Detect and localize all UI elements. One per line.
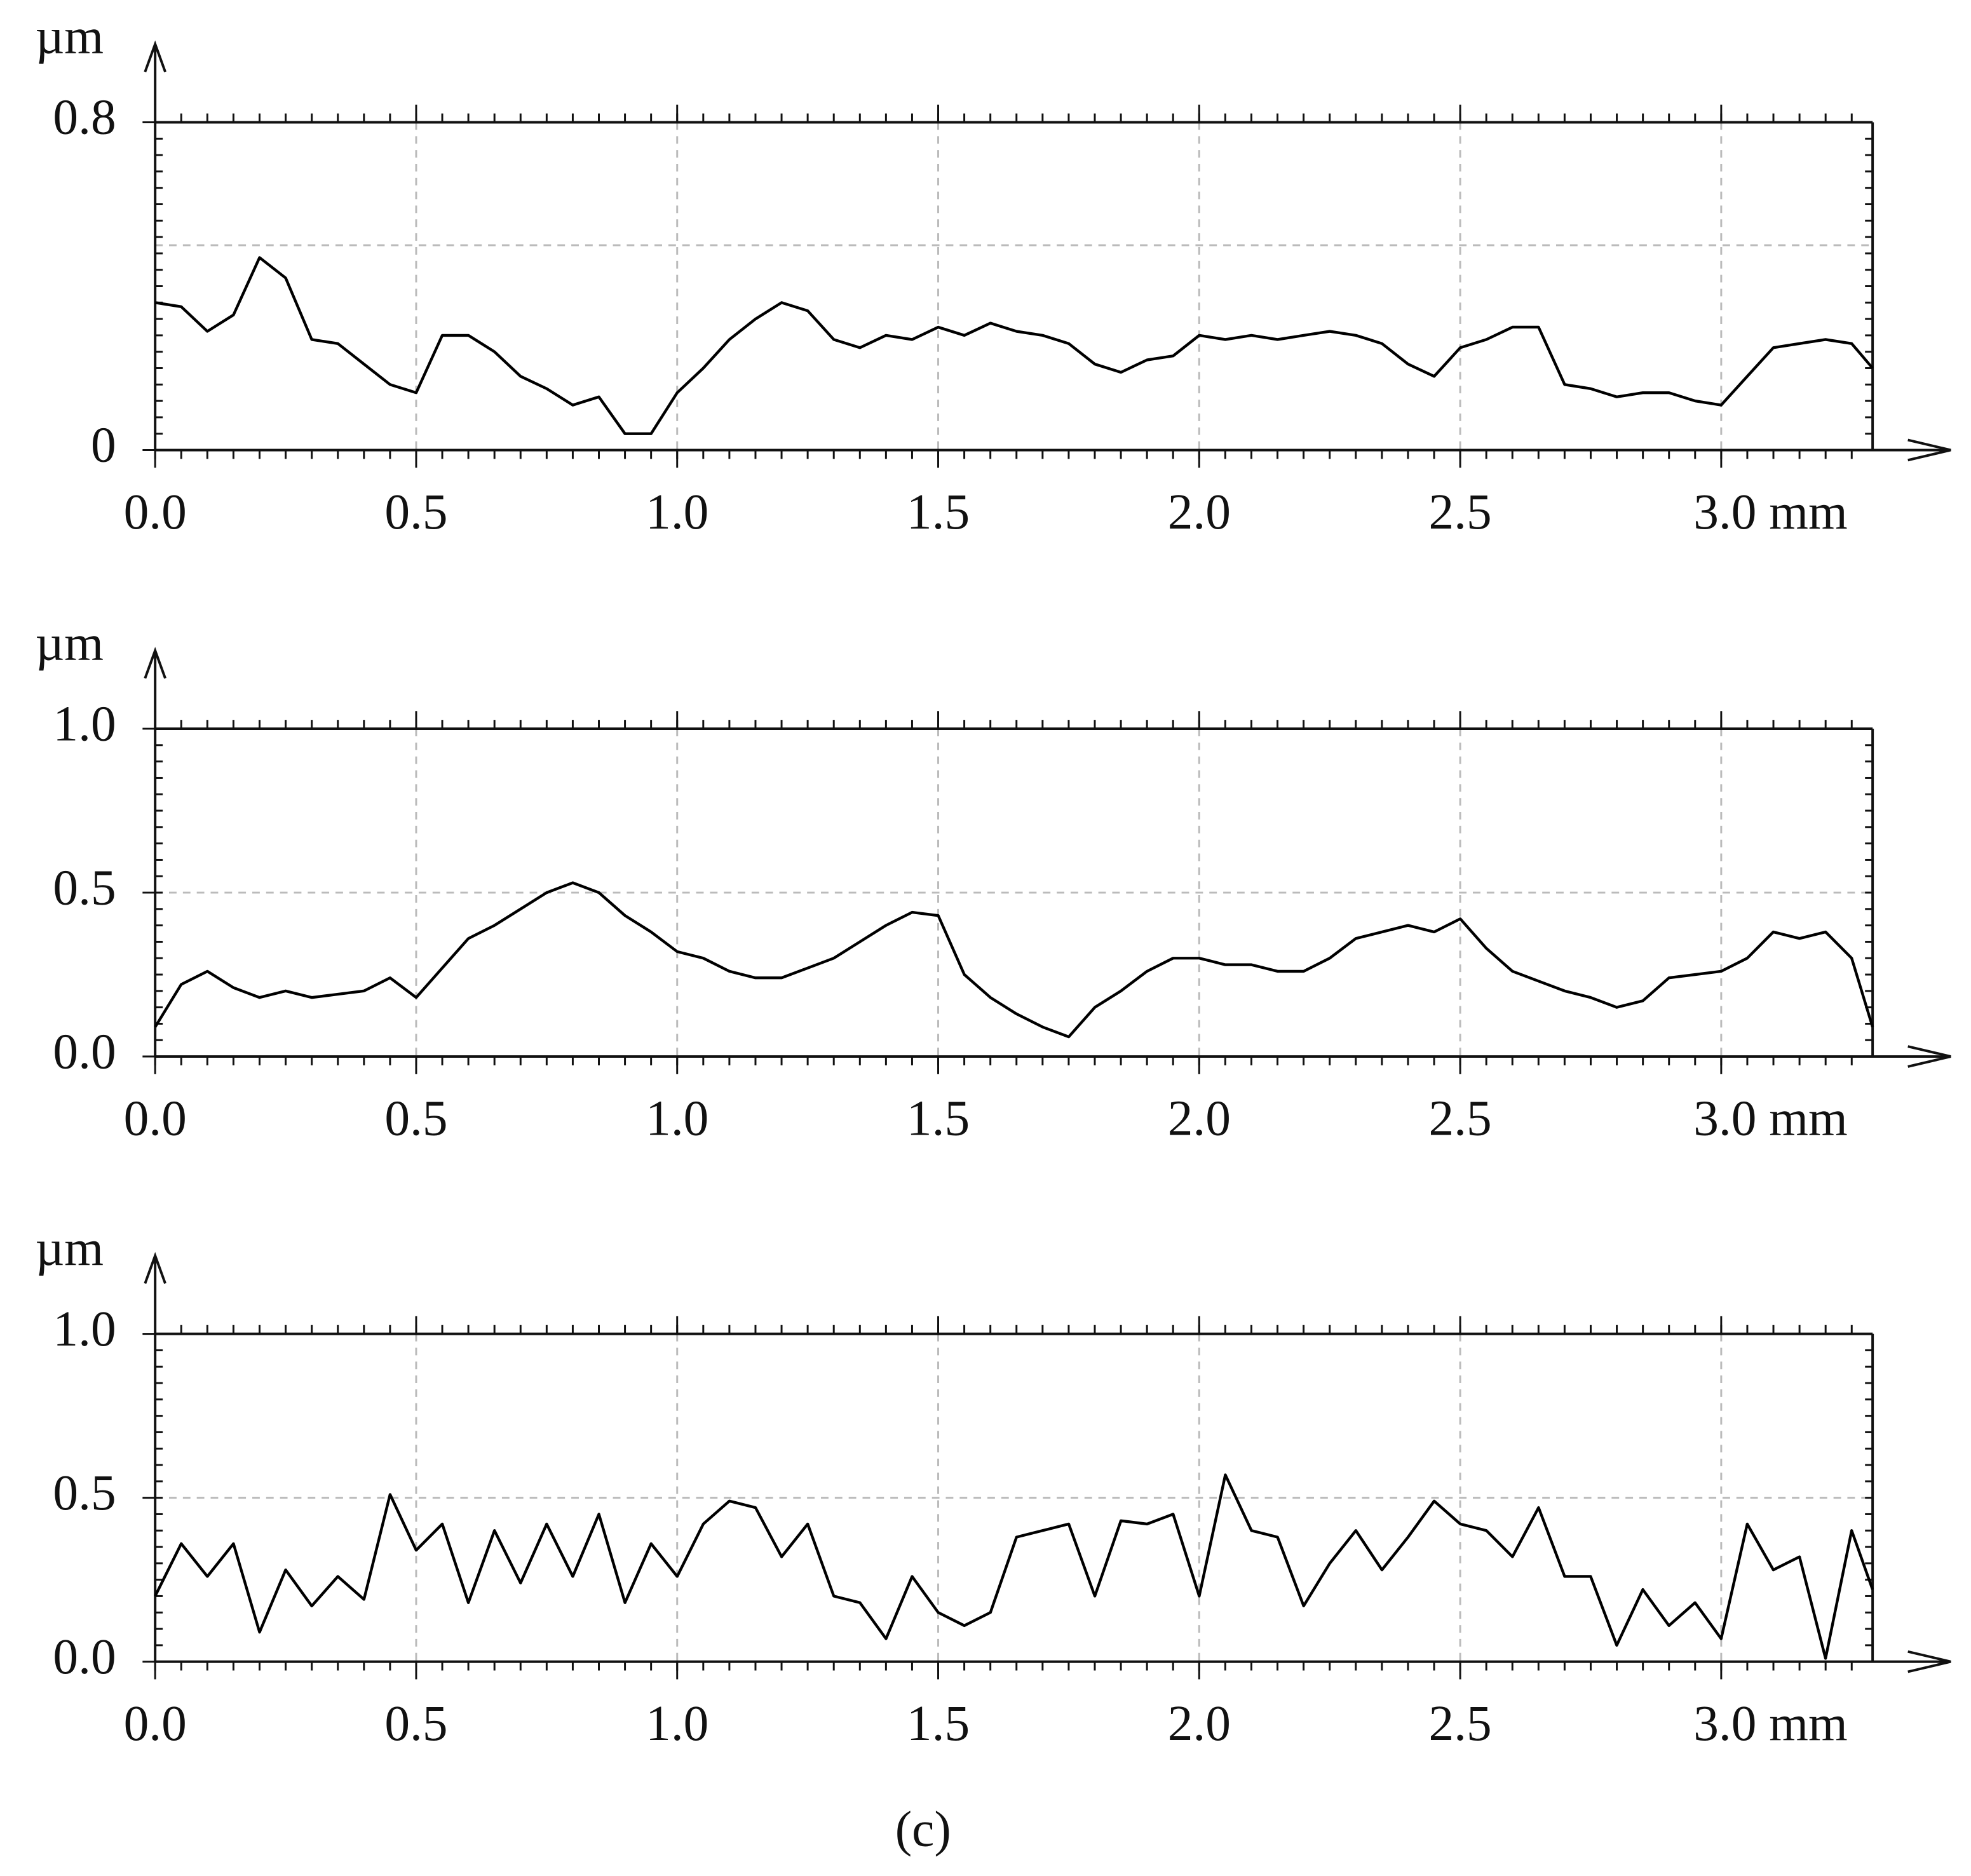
y-axis-label: µm — [35, 1220, 103, 1276]
y-tick-label: 1.0 — [53, 696, 116, 752]
x-tick-label: 1.0 — [646, 1090, 708, 1146]
x-tick-label: 0.0 — [124, 484, 187, 540]
x-tick-label: 0.5 — [384, 1696, 447, 1751]
y-axis-arrow — [144, 1252, 166, 1284]
x-tick-label: 1.0 — [646, 484, 708, 540]
x-tick-label: 1.5 — [907, 484, 970, 540]
y-axis-label: µm — [35, 615, 103, 671]
profile-line — [154, 256, 1874, 435]
y-tick-label: 0.0 — [53, 1629, 116, 1685]
x-tick-label: 3.0 mm — [1693, 1090, 1848, 1146]
y-axis-arrow — [144, 40, 166, 72]
x-axis-arrow — [1907, 1045, 1951, 1068]
x-tick-label: 0.0 — [124, 1696, 187, 1751]
profile-line — [154, 881, 1874, 1039]
y-tick-label: 0.5 — [53, 860, 116, 915]
caption: (c) — [895, 1802, 951, 1858]
x-tick-label: 2.0 — [1168, 1090, 1231, 1146]
y-axis-label: µm — [35, 9, 103, 65]
x-tick-label: 2.5 — [1428, 1090, 1491, 1146]
y-tick-label: 0 — [91, 417, 116, 473]
x-tick-label: 1.5 — [907, 1090, 970, 1146]
x-tick-label: 3.0 mm — [1693, 1696, 1848, 1751]
x-tick-label: 2.0 — [1168, 484, 1231, 540]
profile-line — [154, 1473, 1874, 1660]
x-tick-label: 1.0 — [646, 1696, 708, 1751]
y-axis-arrow — [144, 647, 166, 679]
x-axis-arrow — [1907, 438, 1951, 462]
x-tick-label: 2.5 — [1428, 1696, 1491, 1751]
x-tick-label: 2.0 — [1168, 1696, 1231, 1751]
x-tick-label: 3.0 mm — [1693, 484, 1848, 540]
x-tick-label: 0.0 — [124, 1090, 187, 1146]
y-tick-label: 0.0 — [53, 1023, 116, 1079]
x-tick-label: 0.5 — [384, 484, 447, 540]
x-tick-label: 0.5 — [384, 1090, 447, 1146]
y-tick-label: 0.5 — [53, 1465, 116, 1521]
x-axis-arrow — [1907, 1650, 1951, 1673]
y-tick-label: 1.0 — [53, 1301, 116, 1357]
x-tick-label: 2.5 — [1428, 484, 1491, 540]
x-tick-label: 1.5 — [907, 1696, 970, 1751]
y-tick-label: 0.8 — [53, 90, 116, 145]
